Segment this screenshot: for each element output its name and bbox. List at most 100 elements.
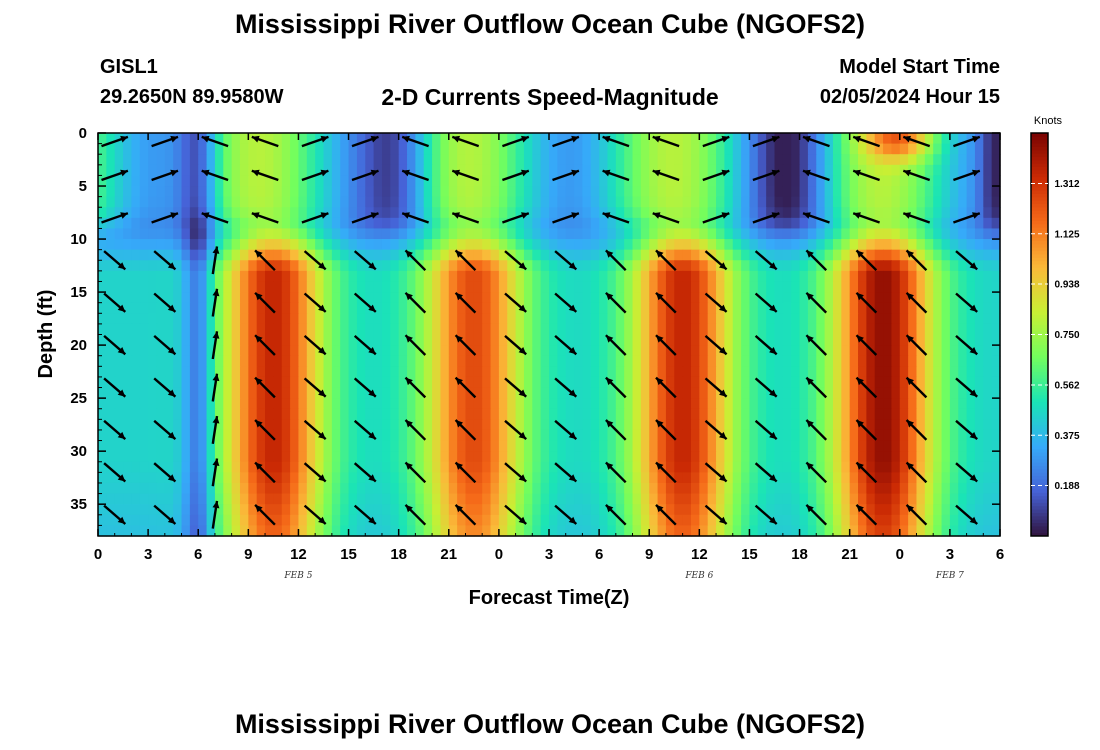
heatmap-cell bbox=[816, 186, 826, 198]
heatmap-cell bbox=[707, 281, 717, 293]
heatmap-cell bbox=[198, 440, 208, 452]
colorbar-segment bbox=[1031, 186, 1048, 191]
heatmap-cell bbox=[991, 355, 1001, 367]
heatmap-cell bbox=[523, 239, 533, 251]
heatmap-cell bbox=[557, 334, 567, 346]
heatmap-cell bbox=[741, 313, 751, 325]
heatmap-cell bbox=[473, 482, 483, 495]
heatmap-cell bbox=[699, 228, 709, 240]
heatmap-cell bbox=[306, 143, 316, 155]
heatmap-cell bbox=[791, 143, 801, 155]
chart-subtitle: 2-D Currents Speed-Magnitude bbox=[381, 84, 719, 110]
heatmap-cell bbox=[699, 376, 709, 389]
heatmap-cell bbox=[206, 323, 216, 336]
heatmap-cell bbox=[490, 366, 500, 378]
heatmap-cell bbox=[866, 334, 876, 346]
heatmap-cell bbox=[607, 525, 617, 537]
current-arrow-head bbox=[769, 474, 777, 482]
current-arrow-head bbox=[120, 169, 128, 177]
heatmap-cell bbox=[231, 143, 241, 155]
heatmap-cell bbox=[615, 281, 625, 293]
heatmap-cell bbox=[699, 419, 709, 431]
heatmap-cell bbox=[690, 207, 700, 219]
heatmap-cell bbox=[189, 217, 199, 230]
current-arrow-head bbox=[370, 135, 379, 143]
heatmap-cell bbox=[707, 217, 717, 230]
heatmap-cell bbox=[356, 451, 366, 463]
heatmap-cell bbox=[858, 270, 867, 283]
heatmap-cell bbox=[590, 260, 600, 272]
heatmap-cell bbox=[482, 175, 492, 187]
heatmap-cell bbox=[832, 292, 842, 304]
heatmap-cell bbox=[473, 323, 483, 336]
heatmap-cell bbox=[791, 472, 801, 484]
heatmap-cell bbox=[231, 239, 241, 251]
heatmap-cell bbox=[131, 217, 141, 230]
heatmap-cell bbox=[181, 186, 191, 198]
heatmap-cell bbox=[465, 313, 475, 325]
heatmap-cell bbox=[189, 440, 199, 452]
heatmap-cell bbox=[891, 302, 901, 314]
heatmap-cell bbox=[189, 472, 199, 484]
heatmap-cell bbox=[582, 292, 592, 304]
heatmap-cell bbox=[941, 154, 951, 166]
heatmap-cell bbox=[766, 525, 776, 537]
heatmap-cell bbox=[891, 249, 901, 261]
current-arrow-head bbox=[251, 135, 260, 143]
heatmap-cell bbox=[883, 461, 893, 473]
heatmap-cell bbox=[181, 292, 191, 304]
heatmap-cell bbox=[432, 493, 442, 505]
heatmap-cell bbox=[123, 366, 133, 378]
heatmap-cell bbox=[557, 461, 567, 473]
heatmap-cell bbox=[557, 482, 567, 495]
heatmap-cell bbox=[306, 440, 316, 452]
heatmap-cell bbox=[139, 504, 149, 516]
heatmap-cell bbox=[148, 143, 158, 155]
heatmap-cell bbox=[924, 408, 934, 420]
heatmap-cell bbox=[774, 429, 784, 442]
heatmap-cell bbox=[331, 313, 341, 325]
heatmap-cell bbox=[423, 313, 433, 325]
heatmap-cell bbox=[991, 366, 1001, 378]
heatmap-cell bbox=[991, 472, 1001, 484]
heatmap-cell bbox=[941, 482, 951, 495]
heatmap-cell bbox=[649, 472, 659, 484]
heatmap-cell bbox=[139, 366, 149, 378]
heatmap-cell bbox=[323, 154, 333, 166]
heatmap-cell bbox=[106, 493, 116, 505]
colorbar-segment bbox=[1031, 280, 1048, 285]
heatmap-cell bbox=[214, 154, 224, 166]
heatmap-cell bbox=[273, 345, 283, 357]
heatmap-cell bbox=[749, 292, 759, 304]
heatmap-cell bbox=[782, 186, 792, 198]
heatmap-cell bbox=[340, 440, 350, 452]
heatmap-cell bbox=[331, 451, 341, 463]
heatmap-cell bbox=[415, 239, 425, 251]
heatmap-cell bbox=[407, 175, 416, 187]
heatmap-cell bbox=[582, 143, 592, 155]
heatmap-cell bbox=[465, 323, 475, 336]
heatmap-cell bbox=[807, 217, 817, 230]
heatmap-cell bbox=[974, 175, 984, 187]
heatmap-cell bbox=[256, 429, 266, 442]
heatmap-cell bbox=[749, 239, 759, 251]
heatmap-cell bbox=[615, 334, 625, 346]
current-arrow-head bbox=[212, 246, 220, 254]
heatmap-cell bbox=[415, 408, 425, 420]
heatmap-cell bbox=[958, 376, 968, 389]
heatmap-cell bbox=[156, 270, 166, 283]
heatmap-cell bbox=[306, 196, 316, 208]
heatmap-cell bbox=[306, 408, 316, 420]
heatmap-cell bbox=[991, 313, 1001, 325]
heatmap-cell bbox=[983, 270, 993, 283]
heatmap-cell bbox=[699, 366, 709, 378]
current-arrow-head bbox=[652, 135, 661, 143]
heatmap-cell bbox=[883, 419, 893, 431]
heatmap-cell bbox=[665, 313, 675, 325]
heatmap-cell bbox=[707, 472, 717, 484]
heatmap-cell bbox=[799, 154, 809, 166]
heatmap-cell bbox=[716, 461, 725, 473]
heatmap-cell bbox=[674, 440, 684, 452]
heatmap-cell bbox=[849, 493, 859, 505]
heatmap-cell bbox=[899, 196, 909, 208]
